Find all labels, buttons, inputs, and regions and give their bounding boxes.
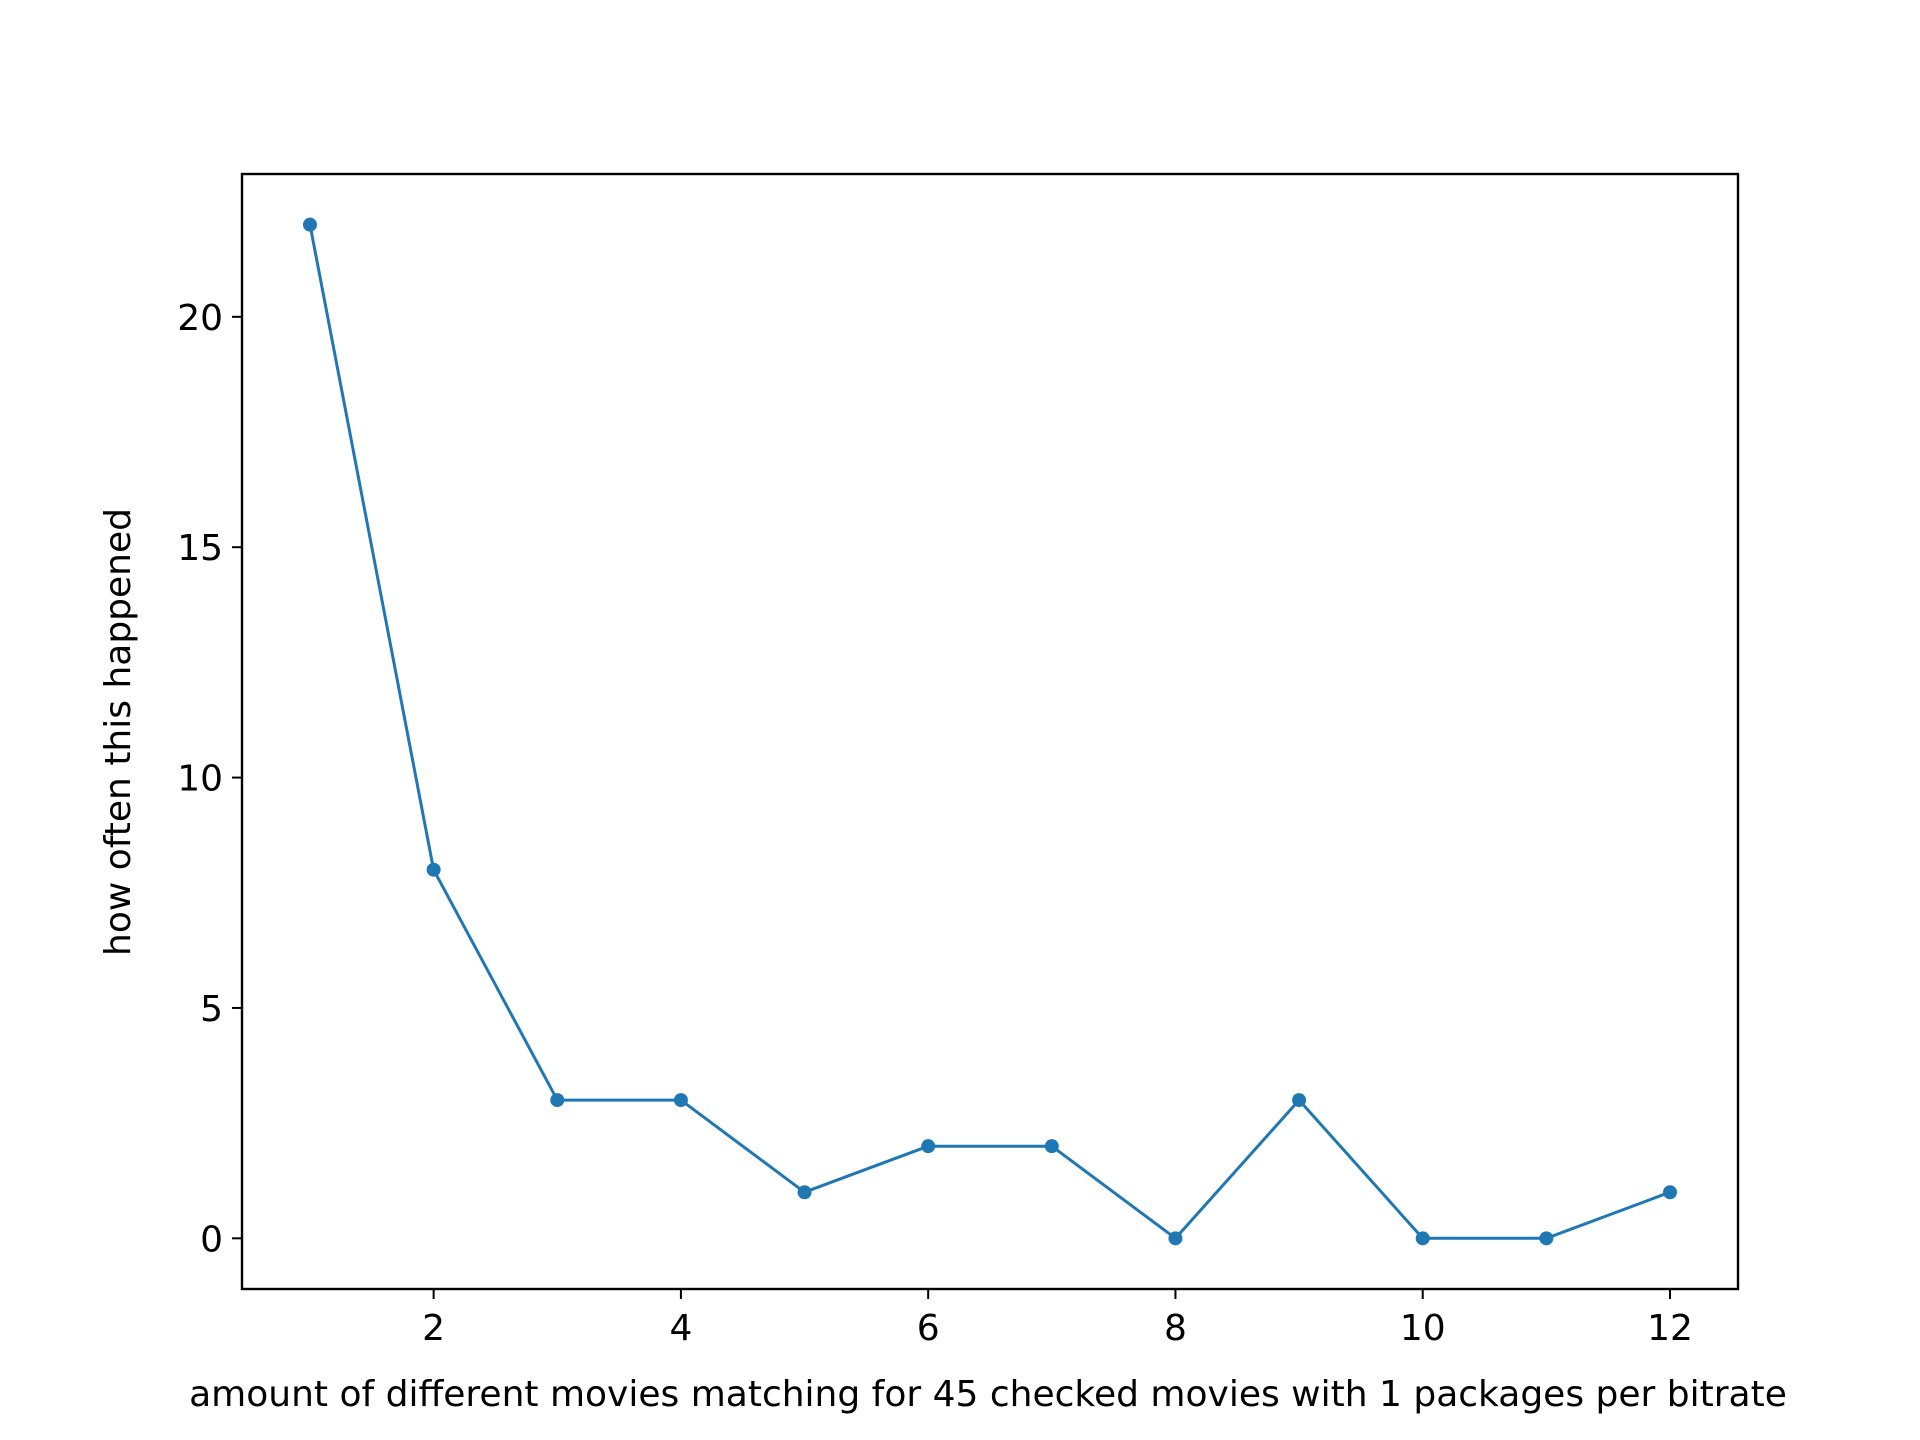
series-line xyxy=(308,224,1671,1240)
y-tick-label: 5 xyxy=(200,989,223,1030)
y-tick-label: 0 xyxy=(200,1219,223,1260)
data-point xyxy=(673,1093,688,1108)
data-point xyxy=(550,1093,565,1108)
x-tick-label: 10 xyxy=(1400,1308,1446,1349)
x-tick-label: 6 xyxy=(917,1308,940,1349)
x-tick-label: 8 xyxy=(1164,1308,1187,1349)
data-point xyxy=(426,862,441,877)
data-point xyxy=(1292,1093,1307,1108)
plot-area xyxy=(240,172,1740,1291)
data-point xyxy=(1044,1139,1059,1154)
data-point xyxy=(1663,1185,1677,1200)
y-axis-label: how often this happened xyxy=(98,508,139,956)
x-axis-label: amount of different movies matching for … xyxy=(189,1374,1787,1415)
x-tick-label: 4 xyxy=(669,1308,692,1349)
data-point xyxy=(1168,1231,1183,1246)
y-axis: 0 5 10 15 20 xyxy=(177,298,242,1260)
plot-frame xyxy=(240,172,1740,1291)
data-point xyxy=(797,1185,812,1200)
data-point xyxy=(1415,1231,1430,1246)
data-point xyxy=(1539,1231,1554,1246)
y-tick-label: 20 xyxy=(177,298,223,339)
data-point xyxy=(303,217,317,232)
series-layer xyxy=(303,217,1677,1246)
data-point xyxy=(921,1139,936,1154)
y-tick-label: 15 xyxy=(177,528,223,569)
x-axis: 2 4 6 8 10 12 xyxy=(422,1289,1693,1349)
x-tick-label: 12 xyxy=(1647,1308,1693,1349)
y-tick-label: 10 xyxy=(177,759,223,800)
x-tick-label: 2 xyxy=(422,1308,445,1349)
